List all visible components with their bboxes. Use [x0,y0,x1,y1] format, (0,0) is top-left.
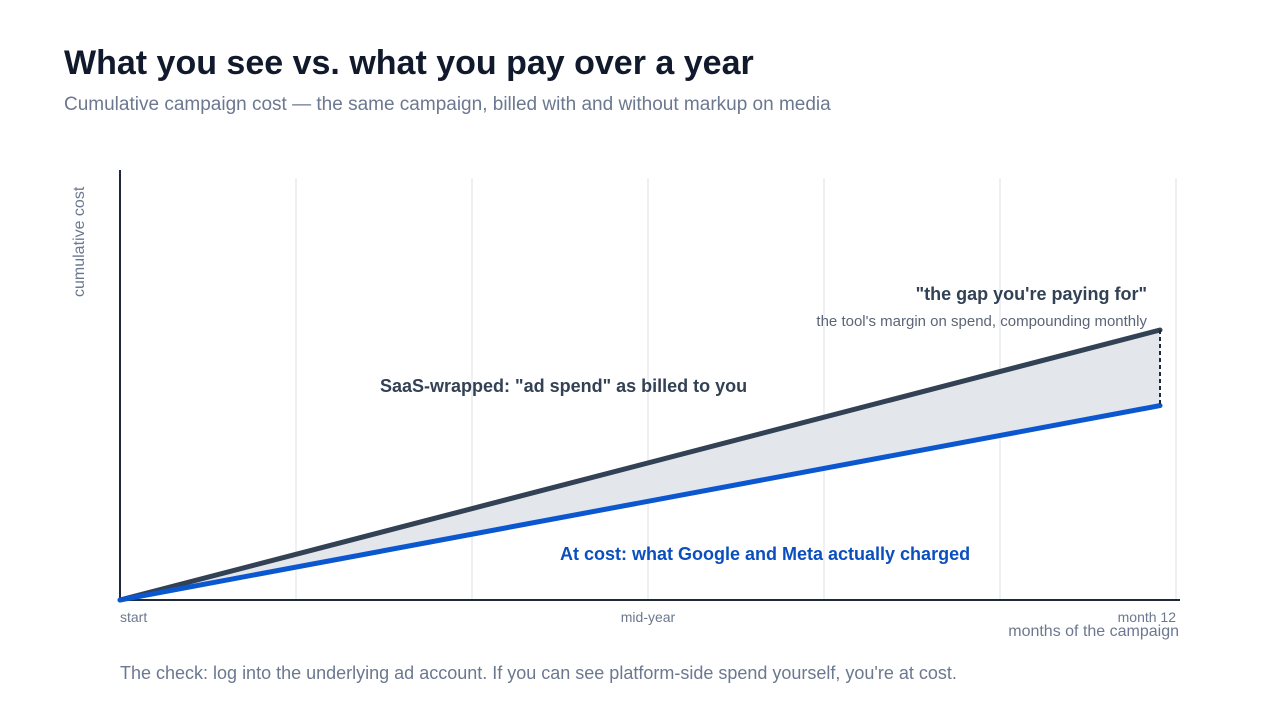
footer-note: The check: log into the underlying ad ac… [120,663,957,683]
saas-series-label: SaaS-wrapped: "ad spend" as billed to yo… [380,376,747,396]
y-axis-label: cumulative cost [71,186,88,297]
x-tick-mid: mid-year [621,609,676,625]
series-lines [117,327,1163,603]
chart-subtitle: Cumulative campaign cost — the same camp… [64,94,831,115]
saas-wrapped-line [117,327,1163,603]
x-tick-end: month 12 [1118,609,1177,625]
chart-title: What you see vs. what you pay over a yea… [64,44,754,82]
at-cost-line [117,403,1163,603]
x-tick-start: start [120,609,147,625]
x-axis-label: months of the campaign [1008,623,1179,640]
gap-annotation-detail: the tool's margin on spend, compounding … [816,313,1147,330]
at-cost-series-label: At cost: what Google and Meta actually c… [560,544,970,564]
gap-annotation-title: "the gap you're paying for" [916,284,1147,304]
